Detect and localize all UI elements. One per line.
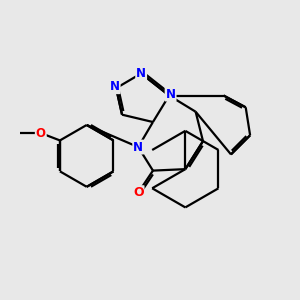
Text: N: N xyxy=(136,67,146,80)
Text: N: N xyxy=(110,80,120,93)
Text: O: O xyxy=(36,127,46,140)
Text: N: N xyxy=(166,88,176,100)
Text: O: O xyxy=(133,186,143,199)
Text: N: N xyxy=(133,141,143,154)
